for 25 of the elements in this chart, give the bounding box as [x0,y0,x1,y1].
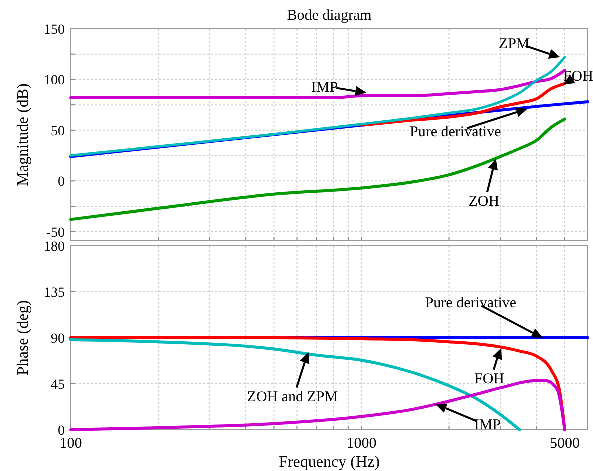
y-tick-label: 50 [51,124,65,140]
x-tick-label: 1000 [346,436,377,452]
annotation: ZOH and ZPM [247,390,338,406]
y-tick-label: 180 [44,240,65,255]
annotation: Pure derivative [410,124,502,140]
annotation: FOH [563,69,593,86]
annotation: ZPM [498,36,530,53]
y-tick-label: 45 [51,378,65,393]
y-axis-title: Phase (deg) [15,300,32,376]
annotation: FOH [474,371,505,388]
y-tick-label: 0 [58,175,65,190]
chart-title: Bode diagram [287,8,372,24]
y-axis-title: Magnitude (dB) [15,84,32,186]
x-tick-label: 5000 [550,436,580,452]
y-tick-label: 100 [44,74,65,89]
y-tick-label: 0 [58,424,65,439]
annotation: ZOH [468,194,500,210]
annotation: Pure derivative [425,295,517,312]
x-axis-title: Frequency (Hz) [279,454,380,471]
y-tick-label: -50 [46,226,65,241]
annotation: IMP [311,80,338,96]
y-tick-label: 135 [44,286,65,301]
y-tick-label: 90 [51,332,65,347]
annotation: IMP [474,418,502,434]
y-tick-label: 150 [44,22,65,38]
